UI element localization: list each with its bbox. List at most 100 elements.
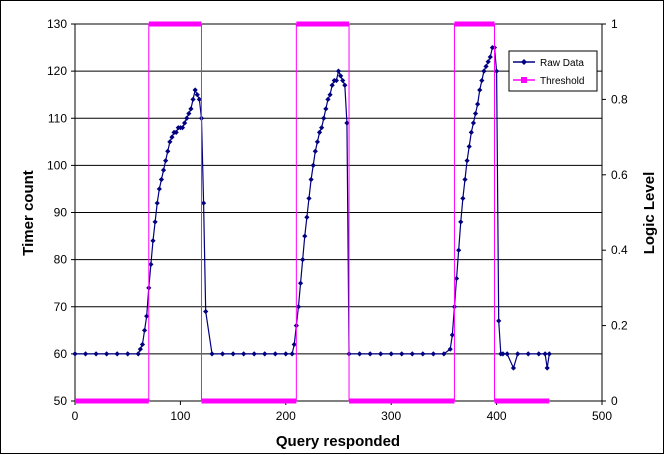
raw-data-point [479,77,485,84]
raw-data-point [310,162,316,168]
raw-data-point [342,82,348,88]
raw-data-point [144,313,150,319]
raw-data-point [82,351,89,357]
y-tick-label: 130 [47,17,67,31]
raw-data-point [456,247,462,253]
raw-data-point [190,96,196,102]
raw-data-point [194,92,200,98]
raw-data-point [483,63,489,70]
raw-data-point [504,351,510,357]
x-tick-label: 500 [592,409,612,423]
raw-data-point [137,346,143,352]
raw-data-point [327,92,333,98]
raw-data-point [546,351,552,357]
y-tick-label: 50 [54,394,68,408]
raw-data-point [481,68,487,74]
raw-data-point [251,351,257,357]
raw-data-point [219,351,226,357]
raw-data-point [453,275,460,282]
raw-data-point [203,308,209,315]
y2-tick-label: 1 [611,17,618,31]
series-threshold [75,21,550,404]
raw-data-point [477,87,483,93]
raw-data-point [230,351,236,357]
raw-data-point [333,77,339,84]
raw-data-point [447,346,453,352]
raw-data-point [283,351,289,357]
raw-data-point [430,351,436,357]
raw-data-point [378,351,384,357]
raw-data-point [449,332,455,338]
raw-data-point [160,167,167,173]
raw-data-point [462,176,468,183]
legend-box [508,50,598,92]
raw-data-point [304,214,310,220]
raw-data-point [319,125,325,131]
raw-data-point [494,68,500,74]
raw-data-point [338,73,344,79]
raw-data-point [525,351,531,357]
raw-data-point [302,233,308,239]
y-tick-label: 120 [47,64,67,78]
raw-data-point [515,351,521,357]
raw-data-point [441,351,447,357]
raw-data-point [542,351,548,357]
x-tick-label: 0 [72,409,79,423]
raw-data-point [154,200,160,206]
raw-data-point [409,351,415,357]
legend-swatch-marker [521,77,527,83]
raw-data-point [510,365,517,371]
y-axis-title: Timer count [20,170,37,256]
raw-data-point [148,261,154,267]
raw-data-line [75,46,550,370]
raw-data-point [312,148,318,154]
raw-data-point [297,280,304,286]
raw-data-point [420,351,426,357]
raw-data-point [152,219,158,225]
tick-labels: 50 60 70 80 90 100 110 120 130 0 0.2 0.4 0.6 0.8 1 0 100… [47,17,628,423]
raw-data-point [500,351,506,357]
raw-data-point [316,129,323,135]
raw-data-point [344,120,350,126]
raw-data-point [340,77,346,84]
raw-data-point [291,341,297,348]
raw-data-point [460,195,466,201]
y2-tick-label: 0 [611,394,618,408]
raw-data-point [308,176,314,183]
raw-data-point [356,351,363,357]
raw-data-point [323,106,329,112]
raw-data-point [173,129,179,135]
raw-data-point [475,101,481,107]
raw-data-point [262,351,268,357]
raw-data-point [200,200,207,206]
x-tick-label: 400 [487,409,507,423]
raw-data-point [184,115,190,121]
raw-data-point [536,351,542,357]
raw-data-point [295,304,302,310]
y2-tick-label: 0.6 [611,168,628,182]
raw-data-point [179,125,186,131]
ticks [71,23,606,405]
raw-data-point [114,351,120,357]
raw-data-point [135,351,141,357]
legend: Raw Data Threshold [508,50,598,92]
raw-data-point [139,341,146,348]
grid [75,70,602,355]
raw-data-point [188,106,194,112]
y-tick-label: 110 [48,111,67,125]
x-axis-title: Query responded [276,433,400,450]
legend-label: Threshold [540,76,584,87]
raw-data-point [192,87,198,93]
y-tick-label: 80 [54,253,68,267]
raw-data-point [544,365,550,371]
raw-data-point [156,186,162,192]
raw-data-point [468,129,474,135]
raw-data-point [241,351,247,357]
raw-data-point [485,59,491,65]
raw-data-point [306,195,312,201]
raw-data-point [314,139,321,145]
y-tick-label: 60 [54,347,68,361]
raw-data-point [388,351,394,357]
raw-data-point [458,219,464,225]
series-raw-data [72,44,552,371]
